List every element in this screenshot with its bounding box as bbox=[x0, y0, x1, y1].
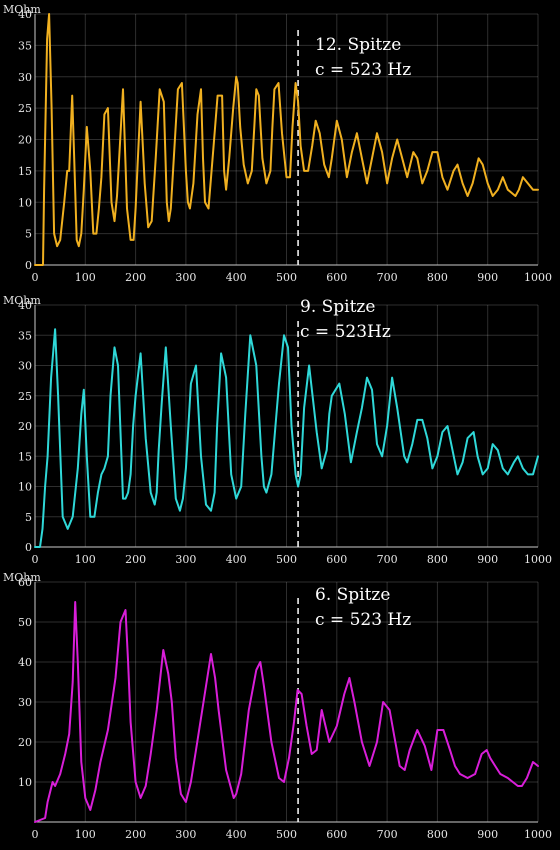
y-tick-label: 20 bbox=[18, 134, 32, 147]
x-tick-label: 300 bbox=[175, 271, 196, 284]
x-tick-label: 0 bbox=[32, 828, 39, 841]
x-tick-label: 100 bbox=[75, 828, 96, 841]
y-tick-label: 10 bbox=[18, 196, 32, 209]
x-tick-label: 600 bbox=[326, 271, 347, 284]
y-tick-label: 10 bbox=[18, 481, 32, 494]
y-tick-label: 40 bbox=[18, 299, 32, 312]
y-tick-label: 40 bbox=[18, 656, 32, 669]
x-tick-label: 600 bbox=[326, 553, 347, 566]
x-tick-label: 1000 bbox=[524, 553, 552, 566]
x-tick-label: 200 bbox=[125, 271, 146, 284]
plot-area bbox=[35, 582, 538, 822]
x-tick-label: 800 bbox=[427, 553, 448, 566]
y-tick-label: 35 bbox=[18, 329, 32, 342]
unit-label: MOhm bbox=[3, 294, 41, 307]
series-line bbox=[34, 328, 539, 548]
x-tick-label: 300 bbox=[175, 828, 196, 841]
x-tick-label: 500 bbox=[276, 271, 297, 284]
y-tick-label: 30 bbox=[18, 71, 32, 84]
x-tick-label: 500 bbox=[276, 553, 297, 566]
x-tick-label: 400 bbox=[226, 553, 247, 566]
y-tick-label: 25 bbox=[18, 390, 32, 403]
x-tick-label: 800 bbox=[427, 828, 448, 841]
y-tick-label: 10 bbox=[18, 776, 32, 789]
x-tick-label: 400 bbox=[226, 828, 247, 841]
annotation-frequency: c = 523 Hz bbox=[315, 610, 411, 630]
unit-label: MOhm bbox=[3, 571, 41, 584]
x-tick-label: 1000 bbox=[524, 828, 552, 841]
y-tick-label: 25 bbox=[18, 102, 32, 115]
y-tick-label: 5 bbox=[25, 228, 32, 241]
x-tick-label: 100 bbox=[75, 271, 96, 284]
series-line bbox=[34, 13, 539, 266]
y-tick-label: 40 bbox=[18, 8, 32, 21]
plot-area bbox=[35, 14, 538, 265]
y-tick-label: 30 bbox=[18, 360, 32, 373]
x-tick-label: 0 bbox=[32, 553, 39, 566]
unit-label: MOhm bbox=[3, 3, 41, 16]
x-tick-label: 900 bbox=[477, 553, 498, 566]
y-tick-label: 50 bbox=[18, 616, 32, 629]
x-tick-label: 800 bbox=[427, 271, 448, 284]
series-line bbox=[34, 601, 539, 823]
x-tick-label: 300 bbox=[175, 553, 196, 566]
y-tick-label: 15 bbox=[18, 165, 32, 178]
x-tick-label: 900 bbox=[477, 271, 498, 284]
x-tick-label: 900 bbox=[477, 828, 498, 841]
x-tick-label: 700 bbox=[377, 553, 398, 566]
x-tick-label: 700 bbox=[377, 271, 398, 284]
x-tick-label: 700 bbox=[377, 828, 398, 841]
x-tick-label: 500 bbox=[276, 828, 297, 841]
annotation-title: 9. Spitze bbox=[300, 297, 375, 317]
x-tick-label: 0 bbox=[32, 271, 39, 284]
x-tick-label: 200 bbox=[125, 553, 146, 566]
annotation-title: 12. Spitze bbox=[315, 35, 401, 55]
x-tick-label: 400 bbox=[226, 271, 247, 284]
y-tick-label: 60 bbox=[18, 576, 32, 589]
annotation-title: 6. Spitze bbox=[315, 585, 390, 605]
y-tick-label: 5 bbox=[25, 511, 32, 524]
y-tick-label: 35 bbox=[18, 39, 32, 52]
x-tick-label: 200 bbox=[125, 828, 146, 841]
annotation-frequency: c = 523 Hz bbox=[315, 60, 411, 80]
y-tick-label: 20 bbox=[18, 736, 32, 749]
y-tick-label: 15 bbox=[18, 450, 32, 463]
annotation-frequency: c = 523Hz bbox=[300, 322, 391, 342]
x-tick-label: 100 bbox=[75, 553, 96, 566]
y-tick-label: 30 bbox=[18, 696, 32, 709]
x-tick-label: 1000 bbox=[524, 271, 552, 284]
x-tick-label: 600 bbox=[326, 828, 347, 841]
y-tick-label: 0 bbox=[25, 259, 32, 272]
y-tick-label: 0 bbox=[25, 541, 32, 554]
y-tick-label: 20 bbox=[18, 420, 32, 433]
